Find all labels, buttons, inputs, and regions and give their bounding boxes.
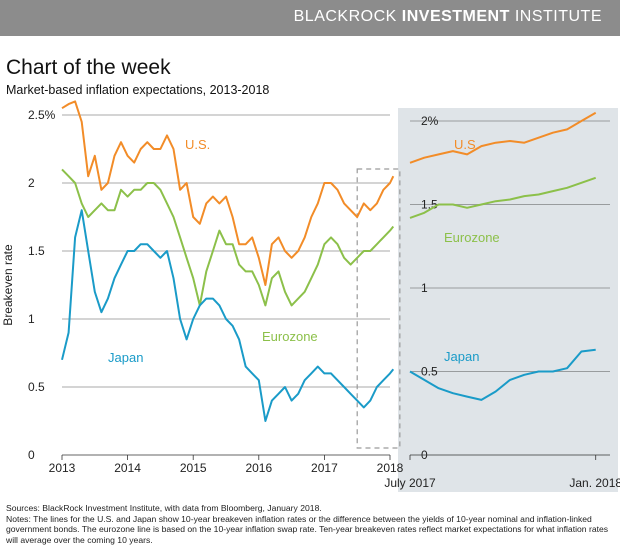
- chart-subtitle: Market-based inflation expectations, 201…: [6, 83, 270, 97]
- main-chart-y-tick-label: 2: [28, 176, 35, 190]
- zoom-highlight-box: [356, 168, 401, 449]
- main-chart-y-tick-label: 2.5%: [28, 108, 56, 122]
- main-chart-y-tick-label: 1: [28, 312, 35, 326]
- zoom-chart-x-tick-label: July 2017: [384, 476, 436, 490]
- main-chart-y-tick-label: 0.5: [28, 380, 45, 394]
- main-chart-x-tick-label: 2013: [49, 461, 76, 475]
- zoom-chart-series-us: [409, 111, 597, 164]
- zoom-chart-y-tick-label: 2%: [421, 114, 439, 128]
- zoom-chart-series-label-eurozone: Eurozone: [444, 230, 500, 245]
- main-chart-x-tick-label: 2016: [245, 461, 272, 475]
- zoom-chart-series-label-us: U.S.: [454, 137, 479, 152]
- header-bar: BLACKROCK INVESTMENT INSTITUTE: [0, 0, 620, 36]
- zoom-chart-series-japan: [409, 348, 596, 401]
- main-chart-series-eurozone: [61, 168, 395, 307]
- methodology-note: Notes: The lines for the U.S. and Japan …: [6, 513, 609, 545]
- main-chart-series-us: [61, 100, 395, 286]
- main-chart-series-label-japan: Japan: [108, 350, 143, 365]
- brand-tail: INSTITUTE: [509, 8, 602, 25]
- brand-bold: INVESTMENT: [401, 8, 510, 25]
- footnotes: Sources: BlackRock Investment Institute,…: [6, 503, 616, 545]
- brand-logo: BLACKROCK INVESTMENT INSTITUTE: [294, 8, 602, 26]
- zoom-chart-series-label-japan: Japan: [444, 349, 479, 364]
- zoom-chart-y-tick-label: 0.5: [421, 365, 438, 379]
- sources-note: Sources: BlackRock Investment Institute,…: [6, 503, 322, 513]
- main-chart-x-tick-label: 2015: [180, 461, 207, 475]
- main-chart-x-tick-label: 2014: [114, 461, 141, 475]
- main-chart-x-tick-label: 2017: [311, 461, 338, 475]
- brand-light: BLACKROCK: [293, 8, 402, 25]
- zoom-chart-series-eurozone: [409, 176, 597, 219]
- page-title: Chart of the week: [6, 56, 171, 79]
- zoom-panel-background: [398, 108, 618, 492]
- main-chart-series-label-us: U.S.: [185, 137, 210, 152]
- main-chart-series-label-eurozone: Eurozone: [262, 329, 318, 344]
- main-chart-x-tick-label: 2018: [377, 461, 404, 475]
- y-axis-label: Breakeven rate: [1, 244, 15, 326]
- main-chart-y-tick-label: 1.5: [28, 244, 45, 258]
- main-chart-y-tick-label: 0: [28, 448, 35, 462]
- zoom-chart-x-tick-label: Jan. 2018: [569, 476, 620, 490]
- main-chart-series-japan: [61, 209, 395, 422]
- zoom-chart-y-tick-label: 1: [421, 281, 428, 295]
- chart-canvas: 0 0.5 1 1.5 2 2.5% 2013 2014 2015 2016 2017 2018 U.S…: [1, 100, 620, 492]
